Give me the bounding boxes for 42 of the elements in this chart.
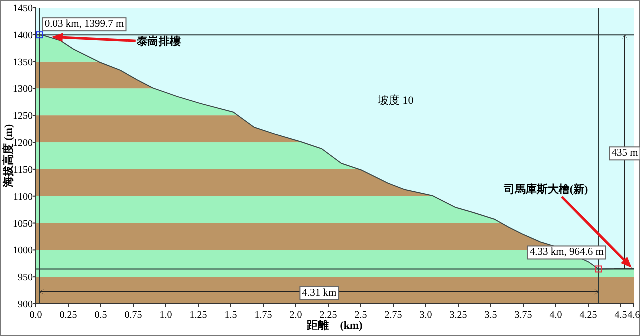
y-tick-label: 1300 <box>13 84 33 96</box>
annotation: 坡度 10 <box>377 94 414 107</box>
y-tick-label: 900 <box>18 300 33 310</box>
x-axis-title: 距離 (km) <box>306 319 364 332</box>
annotation: 泰崗排樓 <box>136 35 181 48</box>
y-tick-label: 950 <box>18 272 33 284</box>
annotation: 435 m <box>612 148 638 160</box>
x-tick-label: 2.5 <box>354 310 368 321</box>
y-tick-label: 1400 <box>13 30 33 42</box>
x-tick-label: 1.5 <box>224 310 238 321</box>
x-tick-label: 3.25 <box>450 310 468 321</box>
y-axis-title: 海拔高度 (m) <box>2 124 15 189</box>
x-tick-label: 0.5 <box>94 310 108 321</box>
x-tick-label: 3.0 <box>420 310 432 321</box>
y-tick-label: 1150 <box>13 164 33 176</box>
x-tick-label: 0.0 <box>30 310 42 321</box>
x-tick-label: 0.75 <box>124 310 142 321</box>
x-tick-label: 1.0 <box>160 310 172 321</box>
x-tick-label: 2.25 <box>320 310 338 321</box>
annotation: 4.31 km <box>302 288 337 299</box>
y-tick-label: 1050 <box>13 218 33 230</box>
x-tick-label: 4.5 <box>614 310 628 321</box>
x-tick-label: 3.5 <box>484 310 498 321</box>
y-tick-label: 1250 <box>13 111 33 122</box>
x-tick-label: 4.25 <box>580 310 598 321</box>
y-tick-label: 1350 <box>13 57 33 68</box>
x-tick-label: 4.6 <box>628 310 640 321</box>
x-tick-label: 2.0 <box>290 310 302 321</box>
annotation: 泰崗排樓 <box>52 33 181 48</box>
x-tick-label: 2.75 <box>384 310 402 321</box>
x-tick-label: 1.25 <box>190 310 208 321</box>
annotation: 0.03 km, 1399.7 m <box>44 19 124 30</box>
y-tick-label: 1000 <box>13 246 33 257</box>
x-tick-label: 4.0 <box>550 310 562 321</box>
annotation: 司馬庫斯大檜(新) <box>502 183 588 196</box>
annotation: 4.33 km, 964.6 m <box>530 247 604 258</box>
y-tick-label: 1200 <box>13 138 33 150</box>
y-tick-label: 1100 <box>13 192 33 203</box>
x-tick-label: 3.75 <box>514 310 532 321</box>
x-tick-label: 1.75 <box>254 310 272 321</box>
x-tick-label: 0.25 <box>60 310 78 321</box>
y-tick-label: 1450 <box>13 4 33 14</box>
